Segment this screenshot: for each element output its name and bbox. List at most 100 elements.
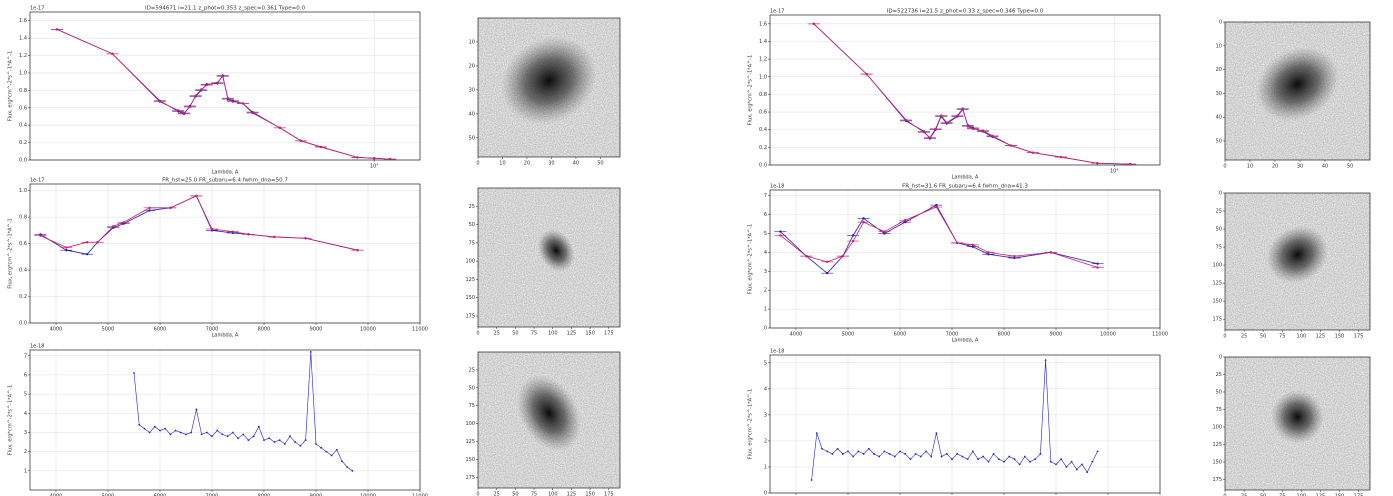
point bbox=[195, 408, 198, 411]
point bbox=[852, 239, 855, 243]
x-tick-label: 0 bbox=[476, 161, 479, 167]
point bbox=[862, 217, 865, 220]
point bbox=[956, 241, 959, 245]
y-tick-label: 125 bbox=[465, 277, 475, 283]
x-tick-label: 100 bbox=[548, 492, 558, 496]
y-tick-label: 75 bbox=[1216, 245, 1222, 251]
point bbox=[325, 450, 328, 453]
point bbox=[133, 372, 135, 374]
x-tick-label: 40 bbox=[1322, 164, 1328, 170]
y-tick-label: 0.2 bbox=[759, 145, 767, 151]
point bbox=[210, 227, 214, 231]
y-tick-label: 25 bbox=[469, 204, 475, 210]
point bbox=[356, 156, 359, 159]
series-line bbox=[40, 195, 358, 255]
series-line bbox=[780, 204, 1098, 274]
point bbox=[304, 439, 307, 442]
x-tick-label: 75 bbox=[531, 492, 537, 496]
offset-label: 1e-18 bbox=[770, 184, 784, 190]
series-line bbox=[780, 206, 1098, 268]
y-tick-label: 5 bbox=[764, 231, 767, 237]
y-tick-label: 25 bbox=[469, 367, 475, 373]
y-tick-label: 1.0 bbox=[19, 188, 27, 194]
point bbox=[205, 431, 208, 434]
x-tick-label: 7000 bbox=[206, 494, 219, 496]
point bbox=[966, 124, 970, 128]
y-tick-label: 125 bbox=[1212, 442, 1222, 448]
y-tick-label: 75 bbox=[469, 240, 475, 246]
x-tick-label: 9000 bbox=[1050, 332, 1063, 338]
point bbox=[826, 271, 829, 275]
y-tick-label: 100 bbox=[465, 259, 475, 265]
x-tick-label: 30 bbox=[548, 161, 554, 167]
point bbox=[919, 455, 922, 458]
x-tick-label: 4000 bbox=[50, 494, 63, 496]
point bbox=[278, 439, 281, 442]
point bbox=[940, 455, 943, 458]
offset-label: 1e-18 bbox=[30, 344, 44, 350]
x-tick-label: 8000 bbox=[998, 332, 1011, 338]
y-tick-label: 50 bbox=[469, 222, 475, 228]
point bbox=[315, 443, 317, 445]
y-tick-label: 0.4 bbox=[759, 127, 767, 133]
y-tick-label: 10 bbox=[1216, 43, 1222, 49]
point bbox=[862, 453, 865, 455]
y-tick-label: 0.0 bbox=[19, 158, 27, 164]
y-tick-label: 0.8 bbox=[759, 92, 767, 98]
point bbox=[987, 251, 990, 254]
point bbox=[283, 443, 286, 445]
point bbox=[226, 435, 229, 438]
point bbox=[841, 453, 844, 455]
point bbox=[169, 433, 172, 436]
point bbox=[299, 444, 302, 447]
point bbox=[956, 114, 959, 117]
y-tick-label: 3 bbox=[764, 412, 767, 418]
x-tick-label: 75 bbox=[531, 331, 537, 337]
y-tick-label: 0.6 bbox=[19, 241, 27, 247]
y-axis-label: Flux, erg*cm^-2*s^-1*A^-1 bbox=[8, 51, 14, 121]
y-tick-label: 4 bbox=[24, 411, 27, 417]
point bbox=[934, 127, 937, 131]
y-axis-label: Flux, erg*cm^-2*s^-1*A^-1 bbox=[748, 55, 754, 125]
y-tick-label: 0.8 bbox=[19, 88, 27, 94]
y-tick-label: 0.6 bbox=[19, 105, 27, 111]
chart-title: FR_hst=31.6 FR_subaru=6.4 fwhm_dna=41.3 bbox=[902, 184, 1028, 190]
point bbox=[257, 425, 260, 428]
chart-title: ID=522736 i=21.5 z_phot=0.33 z_spec=0.34… bbox=[887, 9, 1044, 15]
y-tick-label: 100 bbox=[1212, 425, 1222, 431]
point bbox=[148, 431, 151, 434]
x-tick-label: 125 bbox=[567, 492, 577, 496]
y-tick-label: 50 bbox=[1216, 227, 1222, 233]
plot-frame bbox=[477, 17, 621, 158]
x-tick-label: 125 bbox=[1316, 494, 1326, 496]
point bbox=[351, 469, 354, 472]
x-tick-label: 5000 bbox=[842, 332, 855, 338]
y-tick-label: 150 bbox=[465, 457, 475, 463]
y-tick-label: 20 bbox=[1216, 67, 1222, 73]
point bbox=[836, 447, 839, 450]
galaxy bbox=[501, 36, 597, 125]
galaxy bbox=[1256, 47, 1339, 122]
y-tick-label: 0 bbox=[764, 326, 767, 332]
y-tick-label: 4 bbox=[764, 250, 767, 256]
plot-frame bbox=[769, 189, 1161, 329]
y-tick-label: 2 bbox=[764, 438, 767, 444]
x-tick-label: 150 bbox=[585, 331, 595, 337]
plot-frame bbox=[477, 351, 621, 489]
x-tick-label: 125 bbox=[567, 331, 577, 337]
point bbox=[966, 458, 969, 461]
point bbox=[294, 441, 297, 443]
galaxy bbox=[517, 375, 581, 452]
x-tick-label: 75 bbox=[1279, 334, 1285, 340]
point bbox=[982, 455, 985, 458]
point bbox=[341, 460, 343, 463]
point bbox=[190, 431, 193, 434]
y-tick-label: 10 bbox=[469, 39, 475, 45]
x-tick-label: 8000 bbox=[258, 327, 271, 333]
point bbox=[1096, 262, 1099, 265]
galaxy bbox=[1266, 226, 1329, 284]
y-tick-label: 1 bbox=[764, 464, 767, 470]
x-tick-label: 4000 bbox=[50, 327, 63, 333]
y-tick-label: 7 bbox=[764, 193, 767, 199]
point bbox=[1091, 460, 1094, 463]
